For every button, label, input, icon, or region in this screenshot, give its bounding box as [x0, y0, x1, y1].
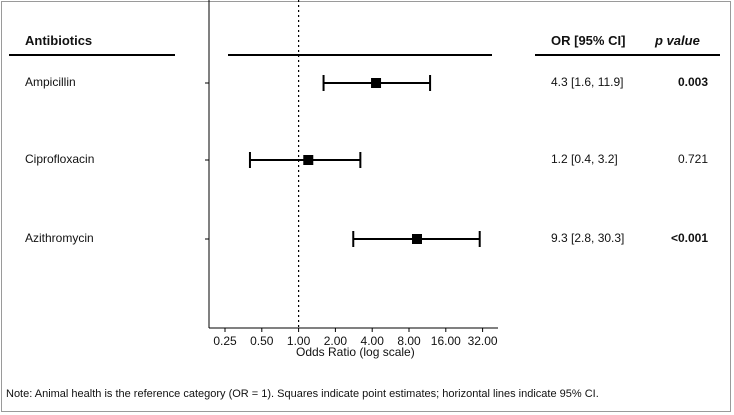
row-or-ci: 4.3 [1.6, 11.9]: [551, 75, 624, 89]
x-tick-label: 2.00: [324, 334, 348, 348]
header-p-value: p value: [655, 33, 700, 48]
point-estimate: [411, 234, 422, 244]
x-tick-label: 32.00: [468, 334, 498, 348]
x-tick-label: 0.25: [213, 334, 237, 348]
x-tick-label: 8.00: [397, 334, 421, 348]
row-label: Ciprofloxacin: [25, 152, 95, 166]
x-axis-title: Odds Ratio (log scale): [296, 345, 415, 359]
row-label: Azithromycin: [25, 231, 94, 245]
point-estimate: [371, 78, 382, 88]
x-tick-label: 0.50: [250, 334, 274, 348]
x-tick-label: 1.00: [287, 334, 311, 348]
row-p-value: 0.003: [677, 75, 708, 89]
point-estimate: [303, 155, 314, 165]
row-or-ci: 1.2 [0.4, 3.2]: [551, 152, 618, 166]
footnote: Note: Animal health is the reference cat…: [6, 388, 599, 400]
row-p-value: 0.721: [677, 152, 708, 166]
row-p-value: <0.001: [670, 231, 708, 245]
row-or-ci: 9.3 [2.8, 30.3]: [551, 231, 625, 245]
row-label: Ampicillin: [25, 75, 76, 89]
header-antibiotics: Antibiotics: [25, 33, 93, 48]
x-tick-label: 16.00: [431, 334, 461, 348]
header-or-ci: OR [95% CI]: [551, 33, 626, 48]
x-tick-label: 4.00: [361, 334, 385, 348]
header-rule-right: [535, 54, 720, 56]
header-rule-center: [228, 54, 492, 56]
header-rule-left: [9, 54, 175, 56]
